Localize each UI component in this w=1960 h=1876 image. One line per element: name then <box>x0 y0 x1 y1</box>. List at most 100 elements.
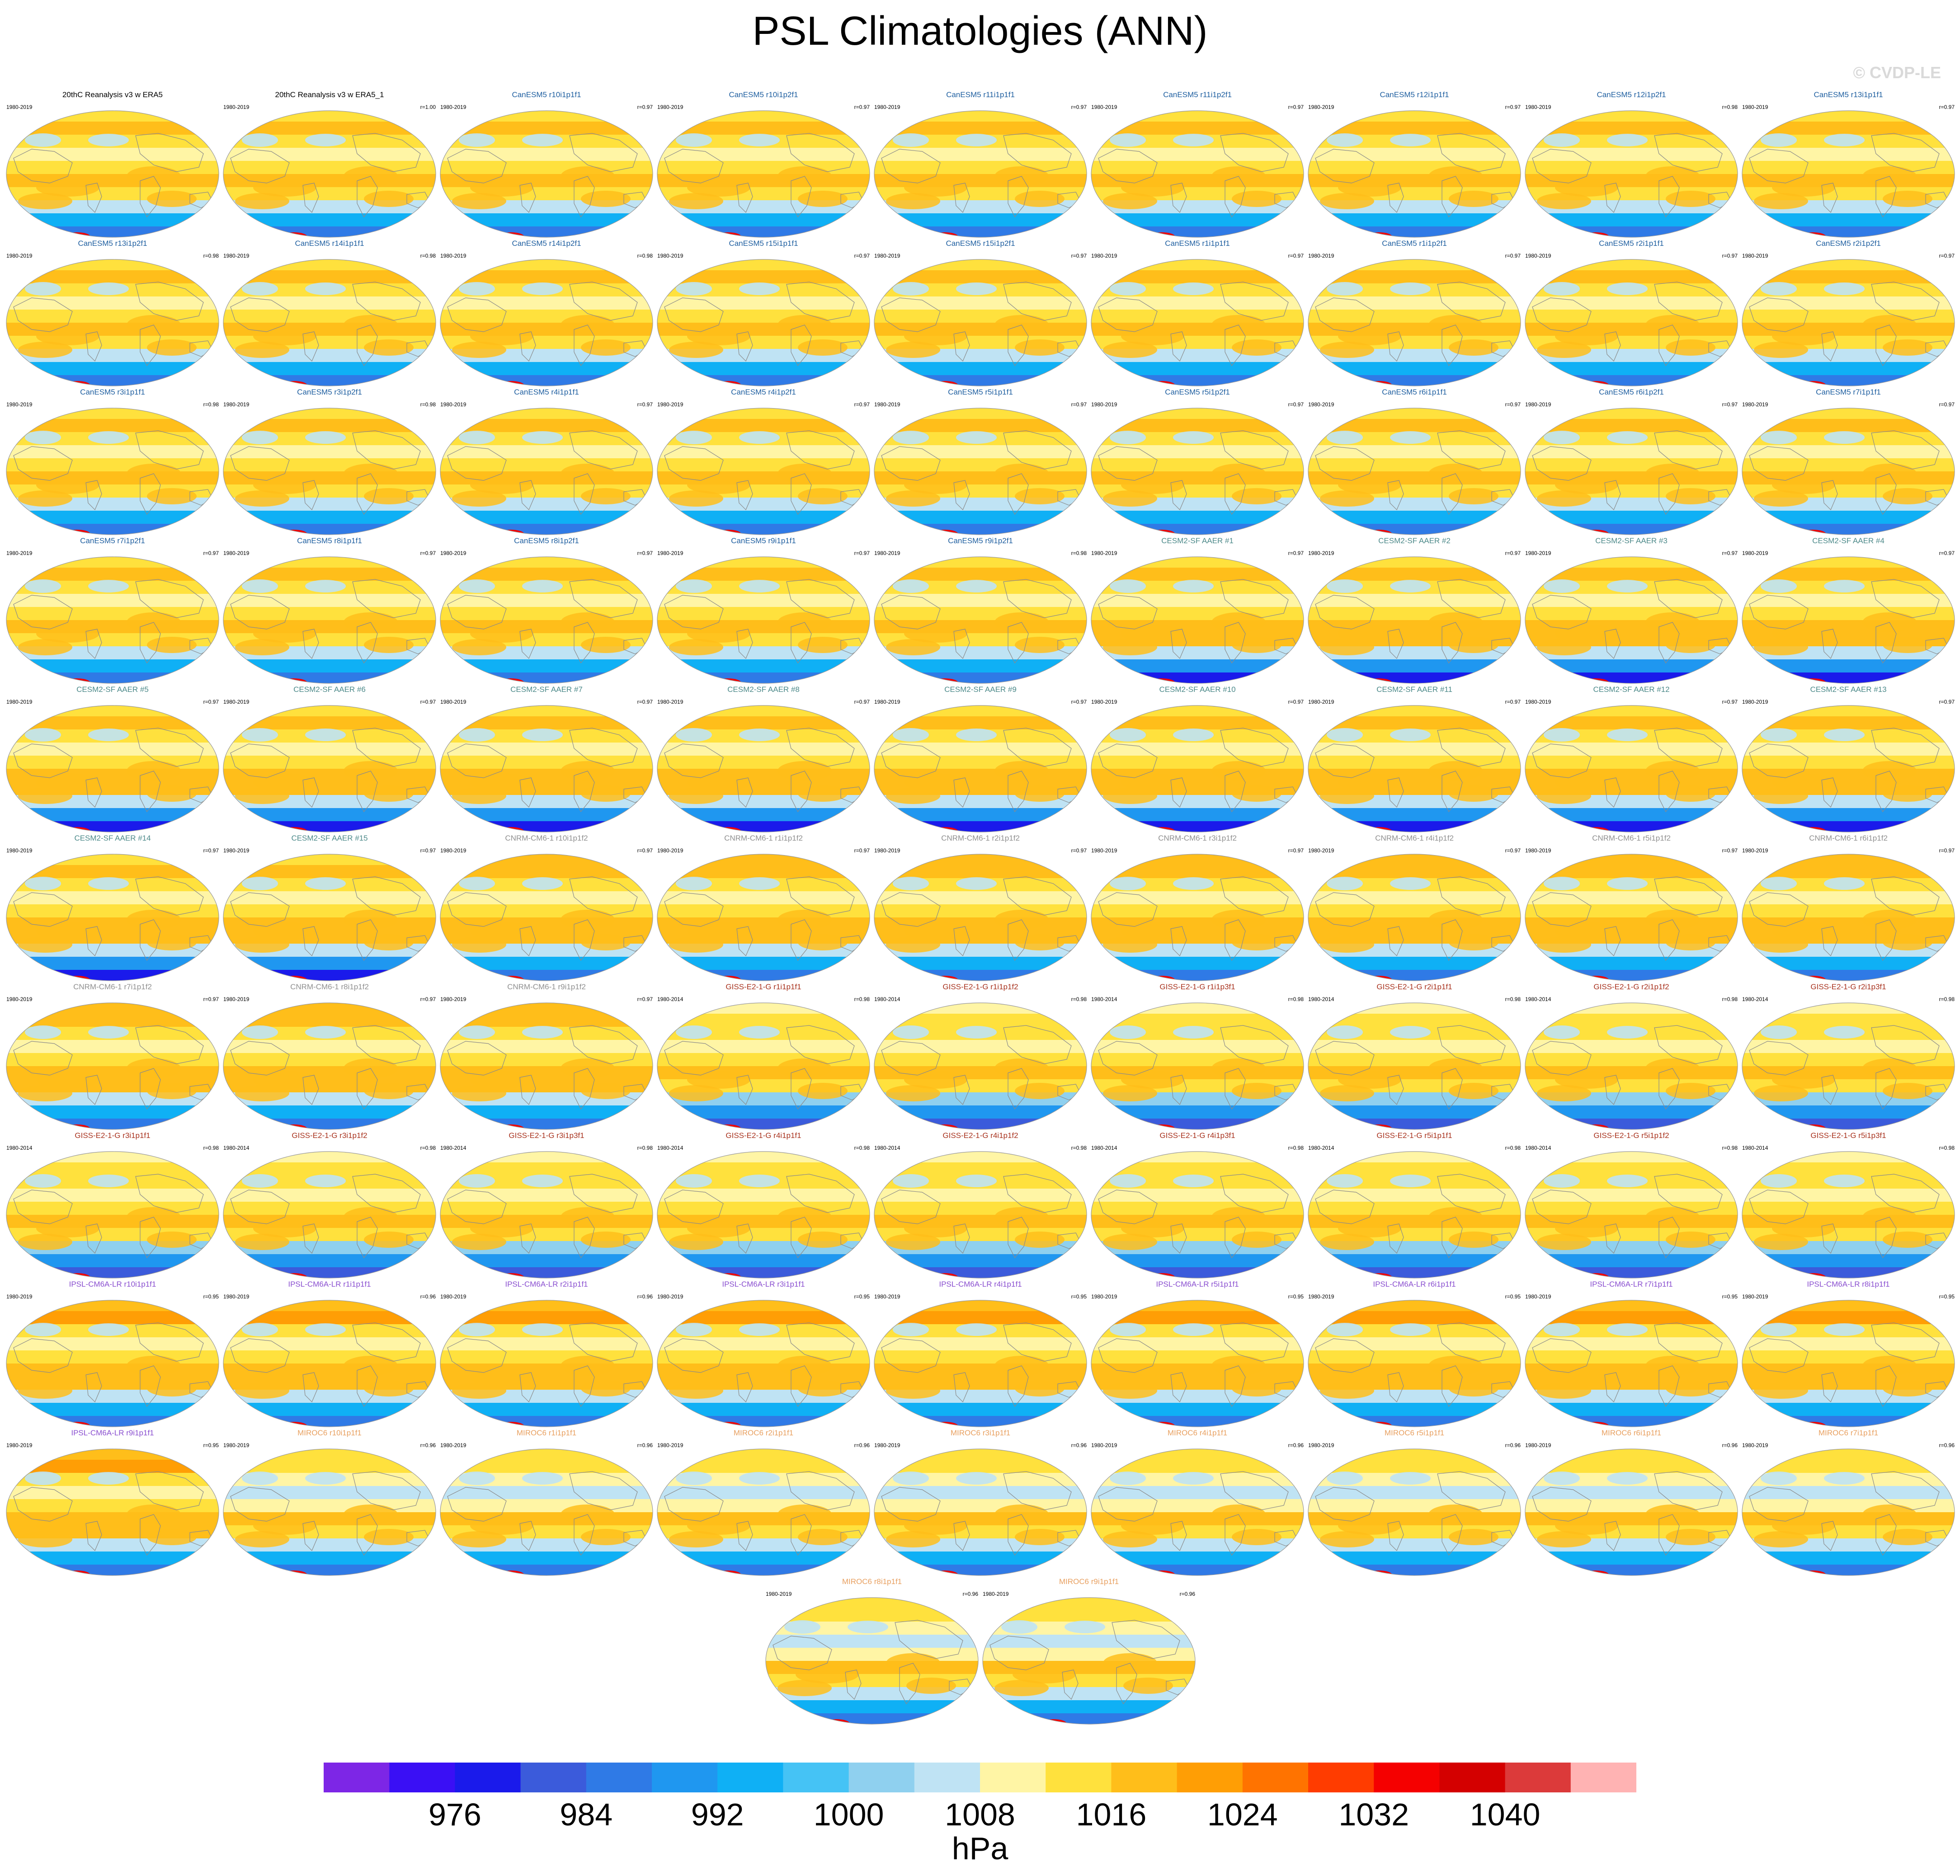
panel-correlation: r=0.97 <box>1288 104 1304 110</box>
low-pressure-cell <box>88 877 129 890</box>
low-pressure-cell <box>1327 579 1363 593</box>
coastline <box>135 1174 204 1213</box>
watermark: © CVDP-LE <box>1853 63 1941 82</box>
colorbar-units: hPa <box>952 1831 1008 1866</box>
coastline <box>569 728 638 767</box>
high-pressure-cell <box>147 934 197 950</box>
map-border <box>1742 1151 1955 1279</box>
coastline <box>953 480 970 511</box>
coastline <box>1437 430 1506 470</box>
high-pressure-cell <box>1338 1368 1401 1386</box>
page-title: PSL Climatologies (ANN) <box>752 9 1208 54</box>
psl-band <box>1525 659 1738 673</box>
high-pressure-cell <box>1015 1232 1065 1248</box>
panel-title: CESM2-SF AAER #8 <box>727 685 800 694</box>
map-border <box>6 408 219 535</box>
high-pressure-cell <box>687 1517 750 1535</box>
high-pressure-cell <box>1232 488 1282 504</box>
psl-band <box>6 659 219 673</box>
panel-years: 1980-2019 <box>874 104 900 110</box>
map-border <box>1308 408 1521 535</box>
map-border <box>657 705 870 832</box>
panel-years: 1980-2019 <box>1091 550 1117 556</box>
panel-correlation: r=0.97 <box>1071 401 1087 408</box>
coastline <box>1003 876 1072 916</box>
panel-years: 1980-2019 <box>1525 1293 1551 1300</box>
coastline <box>1654 1025 1723 1064</box>
panel-years: 1980-2014 <box>874 996 900 1002</box>
panel-years: 1980-2019 <box>1308 1293 1334 1300</box>
low-pressure-cell <box>1110 133 1146 147</box>
psl-band <box>1742 458 1955 472</box>
coastline <box>357 176 378 218</box>
panel-title: CESM2-SF AAER #14 <box>74 834 151 842</box>
psl-band <box>1308 917 1521 931</box>
coastline <box>302 1372 319 1403</box>
map-panel: CESM2-SF AAER #13 1980-2019 r=0.97 <box>1740 685 1956 834</box>
psl-band <box>6 375 219 386</box>
high-pressure-cell <box>18 1085 72 1101</box>
high-pressure-cell <box>1449 1232 1498 1248</box>
psl-field <box>1308 557 1521 683</box>
psl-band <box>223 1552 436 1565</box>
low-pressure-cell <box>459 282 495 296</box>
panel-title: MIROC6 r8i1p1f1 <box>842 1577 902 1586</box>
coastline <box>953 926 970 957</box>
psl-band <box>874 808 1087 822</box>
low-pressure-cell <box>25 431 61 444</box>
psl-band <box>1308 310 1521 323</box>
low-pressure-cell <box>1173 1323 1214 1336</box>
low-pressure-cell <box>956 580 997 592</box>
coastline <box>1170 1223 1187 1254</box>
psl-band <box>1742 1403 1955 1416</box>
panel-map <box>6 705 219 832</box>
psl-band <box>1091 323 1304 336</box>
high-pressure-cell <box>1103 490 1157 507</box>
high-pressure-cell <box>1232 339 1282 356</box>
coastline <box>1875 1217 1897 1259</box>
panel-correlation: r=0.97 <box>1939 847 1955 854</box>
psl-band <box>1308 821 1521 832</box>
coastline <box>352 1174 421 1213</box>
low-pressure-cell <box>956 1472 997 1485</box>
panel-title: CNRM-CM6-1 r2i1p1f2 <box>941 834 1020 842</box>
panel-map <box>1308 556 1521 684</box>
high-pressure-cell <box>147 1529 197 1545</box>
map-border <box>657 1300 870 1427</box>
high-pressure-cell <box>1666 785 1715 802</box>
coastline <box>1875 622 1897 664</box>
low-pressure-cell <box>1544 877 1580 890</box>
coastline <box>1387 1521 1404 1552</box>
map-panel-grid: 20thC Reanalysis v3 w ERA5 1980-2019 20thC… <box>5 90 1956 1725</box>
low-pressure-cell <box>676 282 712 296</box>
psl-field <box>1091 1300 1304 1427</box>
map-border <box>440 110 653 238</box>
low-pressure-cell <box>1110 579 1146 593</box>
coastline <box>773 1636 832 1670</box>
psl-field <box>657 705 870 832</box>
coastline <box>85 331 102 362</box>
low-pressure-cell <box>242 1174 278 1188</box>
low-pressure-cell <box>88 134 129 146</box>
psl-band <box>6 122 219 135</box>
high-pressure-cell <box>581 488 631 504</box>
psl-field <box>440 1152 653 1278</box>
panel-title: CanESM5 r8i1p2f1 <box>514 536 579 545</box>
panel-correlation: r=0.98 <box>1071 550 1087 556</box>
low-pressure-cell <box>676 431 712 444</box>
psl-band <box>766 1608 978 1622</box>
psl-band <box>657 672 870 683</box>
coastline <box>1442 1217 1463 1259</box>
psl-band <box>1742 375 1955 386</box>
map-panel: GISS-E2-1-G r3i1p1f1 1980-2014 r=0.98 <box>5 1131 221 1280</box>
low-pressure-cell <box>1327 1323 1363 1336</box>
coastline <box>1220 1471 1289 1510</box>
high-pressure-cell <box>1666 934 1715 950</box>
panel-correlation: r=0.97 <box>854 550 870 556</box>
psl-band <box>1091 213 1304 227</box>
psl-band <box>223 756 436 769</box>
panel-correlation: r=0.97 <box>1288 401 1304 408</box>
panel-correlation: r=0.97 <box>203 847 219 854</box>
low-pressure-cell <box>1327 877 1363 890</box>
panel-years: 1980-2019 <box>1091 847 1117 854</box>
